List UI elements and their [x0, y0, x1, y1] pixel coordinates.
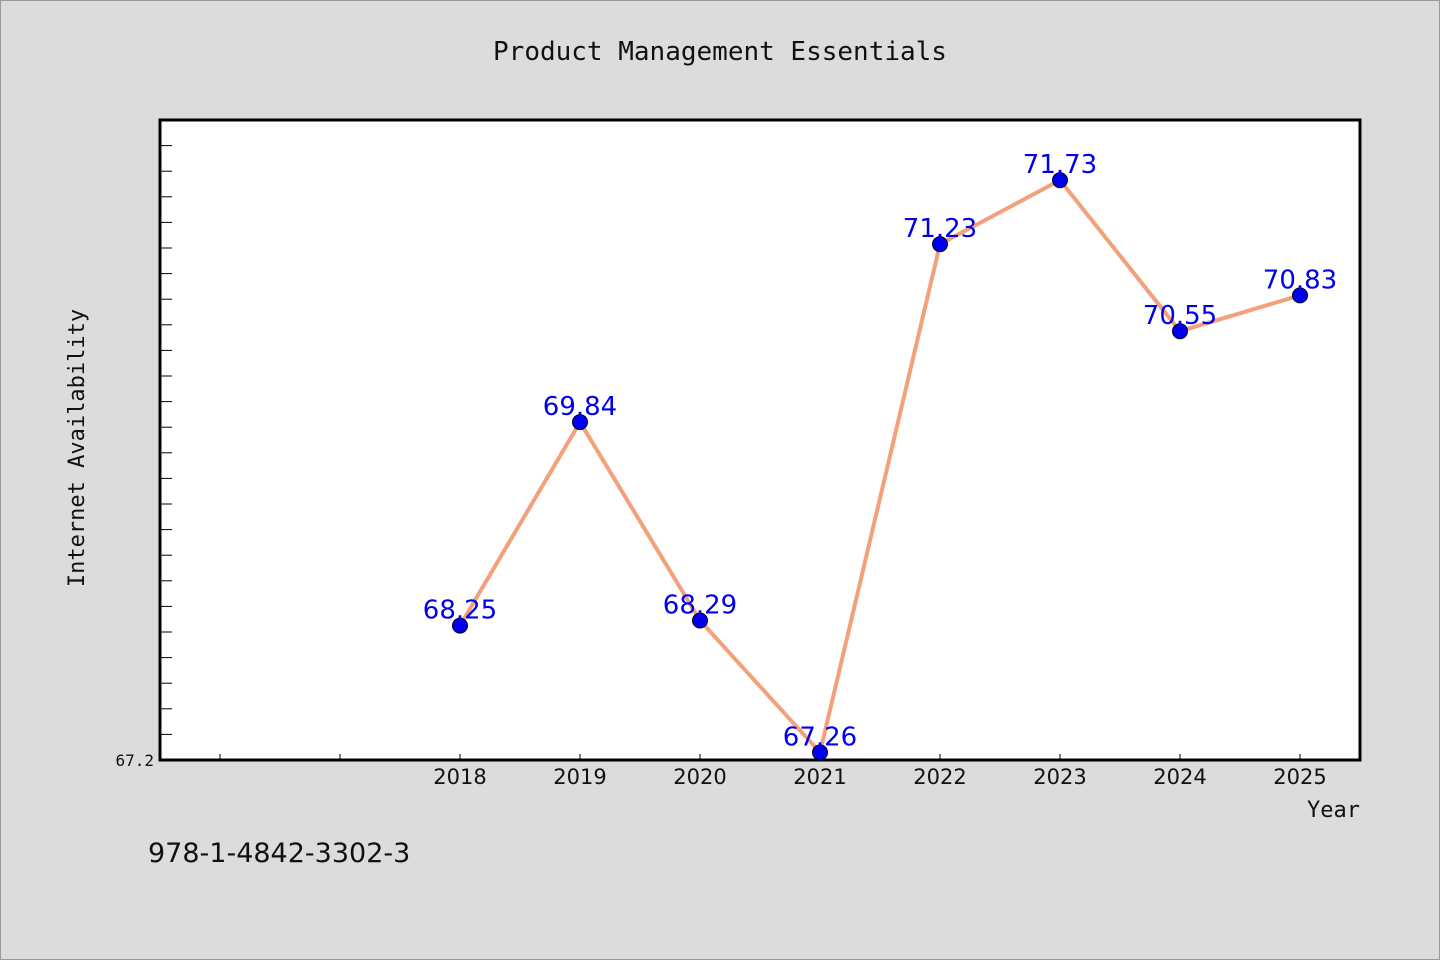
isbn-text: 978-1-4842-3302-3	[148, 838, 410, 869]
x-tick-label: 2020	[673, 765, 726, 789]
chart-title: Product Management Essentials	[493, 37, 947, 67]
x-tick-label: 2021	[793, 765, 846, 789]
data-point	[692, 612, 708, 629]
y-tick-label: 67.2	[115, 751, 154, 770]
x-tick-label: 2025	[1273, 765, 1326, 789]
data-point	[812, 744, 828, 761]
data-labels: 68.25 69.84 68.29 67.26 71.23 71.73 70.55 70.83	[423, 150, 1337, 752]
plot-area	[158, 118, 1362, 762]
series-line	[458, 178, 1301, 755]
data-point	[572, 414, 588, 431]
data-label: 68.29	[663, 590, 737, 620]
x-axis-label: Year	[1307, 798, 1360, 823]
data-point	[1052, 172, 1068, 189]
x-tick-label: 2023	[1033, 765, 1086, 789]
data-label: 71.23	[903, 214, 977, 244]
data-point	[1292, 287, 1308, 304]
x-axis-tick-labels: 2018 2019 2020 2021 2022 2023 2024 2025	[433, 765, 1326, 789]
data-label: 67.26	[783, 722, 857, 752]
data-label: 68.25	[423, 596, 497, 626]
y-axis-label: Internet Availability	[65, 309, 90, 587]
data-label: 71.73	[1023, 150, 1097, 180]
data-point	[452, 617, 468, 634]
data-label: 70.83	[1263, 265, 1337, 295]
data-point	[932, 236, 948, 253]
data-label: 70.55	[1143, 301, 1217, 331]
y-axis-ticks	[160, 145, 172, 735]
x-tick-label: 2022	[913, 765, 966, 789]
x-tick-label: 2018	[433, 765, 486, 789]
x-tick-label: 2019	[553, 765, 606, 789]
data-label: 69.84	[543, 392, 617, 422]
data-markers	[452, 172, 1308, 761]
x-tick-label: 2024	[1153, 765, 1206, 789]
data-point	[1172, 323, 1188, 340]
